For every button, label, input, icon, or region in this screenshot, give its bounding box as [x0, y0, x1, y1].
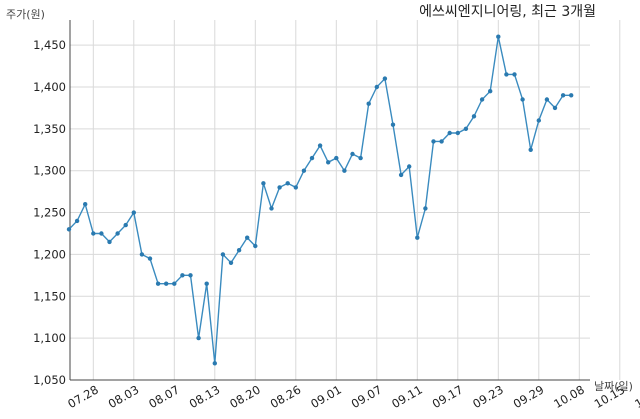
data-point: [123, 222, 128, 228]
x-tick-label: 09.17: [430, 382, 466, 411]
data-point: [172, 281, 177, 286]
data-point: [220, 252, 226, 257]
data-point: [342, 168, 347, 173]
data-point: [228, 260, 234, 265]
data-point: [544, 97, 550, 102]
y-tick-label: 1,450: [33, 38, 66, 52]
data-point: [115, 231, 120, 236]
data-point: [309, 155, 315, 161]
data-point: [261, 181, 266, 186]
x-tick-label: 09.07: [349, 382, 385, 411]
price-line: [68, 36, 572, 364]
data-point: [415, 235, 420, 240]
x-tick-label: 09.29: [511, 382, 547, 411]
data-point: [83, 202, 88, 207]
y-tick-label: 1,250: [33, 206, 66, 220]
data-point: [180, 273, 185, 278]
data-point: [398, 172, 404, 178]
data-point: [269, 206, 274, 211]
data-point: [66, 227, 72, 232]
data-point: [139, 252, 145, 257]
data-point: [455, 130, 460, 136]
axes: [69, 20, 590, 381]
data-point: [326, 160, 331, 165]
y-axis-unit-label: 주가(원): [6, 8, 45, 21]
chart-title: 에쓰씨엔지니어링, 최근 3개월: [419, 4, 596, 20]
x-tick-label: 09.01: [308, 382, 344, 411]
y-tick-label: 1,200: [33, 247, 66, 261]
grid-lines: [70, 20, 621, 381]
x-tick-label: 09.11: [389, 382, 425, 411]
data-point: [358, 155, 363, 161]
data-point: [196, 335, 201, 341]
data-point: [471, 114, 477, 119]
data-point: [423, 206, 428, 211]
data-point: [334, 155, 339, 161]
y-tick-labels: 1,050 1,100 1,150 1,200 1,250 1,300 1,350 1,400…: [33, 38, 66, 387]
data-point: [447, 130, 452, 136]
data-point: [536, 118, 541, 123]
data-point: [131, 210, 136, 215]
data-point: [496, 34, 501, 39]
data-point: [528, 147, 533, 152]
x-tick-label: 08.03: [106, 382, 142, 411]
data-point: [99, 231, 104, 236]
data-point: [212, 361, 217, 366]
data-point: [569, 93, 574, 98]
x-tick-label: 08.13: [187, 382, 223, 411]
data-point: [285, 181, 290, 186]
data-point: [350, 151, 355, 157]
data-point: [204, 281, 209, 286]
x-tick-label: 10.21: [632, 382, 640, 411]
data-point: [317, 143, 323, 148]
data-point: [188, 273, 193, 278]
data-point: [407, 164, 412, 169]
x-tick-label: 08.20: [227, 382, 263, 411]
data-point: [463, 126, 469, 131]
data-point: [147, 256, 153, 261]
data-point: [512, 72, 517, 77]
data-point: [504, 72, 509, 77]
data-point: [488, 89, 493, 94]
y-tick-label: 1,350: [33, 122, 66, 136]
x-tick-label: 10.08: [551, 382, 587, 411]
data-point: [431, 139, 436, 144]
data-point: [293, 185, 298, 190]
x-tick-label: 08.07: [146, 382, 182, 411]
data-point: [552, 105, 558, 111]
data-point: [164, 281, 169, 286]
y-tick-label: 1,050: [33, 373, 66, 387]
x-tick-label: 08.26: [268, 382, 304, 411]
y-tick-label: 1,150: [33, 289, 66, 303]
data-point: [253, 243, 258, 249]
data-point: [560, 93, 566, 98]
price-series: [66, 34, 574, 366]
data-point: [107, 239, 112, 245]
data-point: [245, 235, 250, 240]
data-point: [74, 218, 80, 224]
data-point: [366, 101, 371, 106]
y-tick-label: 1,300: [33, 164, 66, 178]
data-point: [236, 248, 242, 253]
x-tick-label: 09.23: [470, 382, 506, 411]
data-point: [479, 97, 485, 102]
data-point: [91, 231, 96, 236]
x-tick-labels: 07.28 08.03 08.07 08.13 08.20 08.26 09.01 09.07…: [65, 382, 640, 411]
y-tick-label: 1,400: [33, 80, 66, 94]
data-point: [382, 76, 388, 81]
data-point: [301, 168, 307, 173]
data-point: [439, 139, 444, 144]
data-point: [155, 281, 161, 286]
y-tick-label: 1,100: [33, 331, 66, 345]
data-point: [520, 97, 525, 102]
data-point: [374, 84, 379, 90]
data-point: [277, 185, 282, 190]
data-point: [390, 122, 396, 127]
x-tick-label: 07.28: [65, 382, 101, 411]
x-axis-unit-label: 날짜(일): [594, 379, 633, 393]
